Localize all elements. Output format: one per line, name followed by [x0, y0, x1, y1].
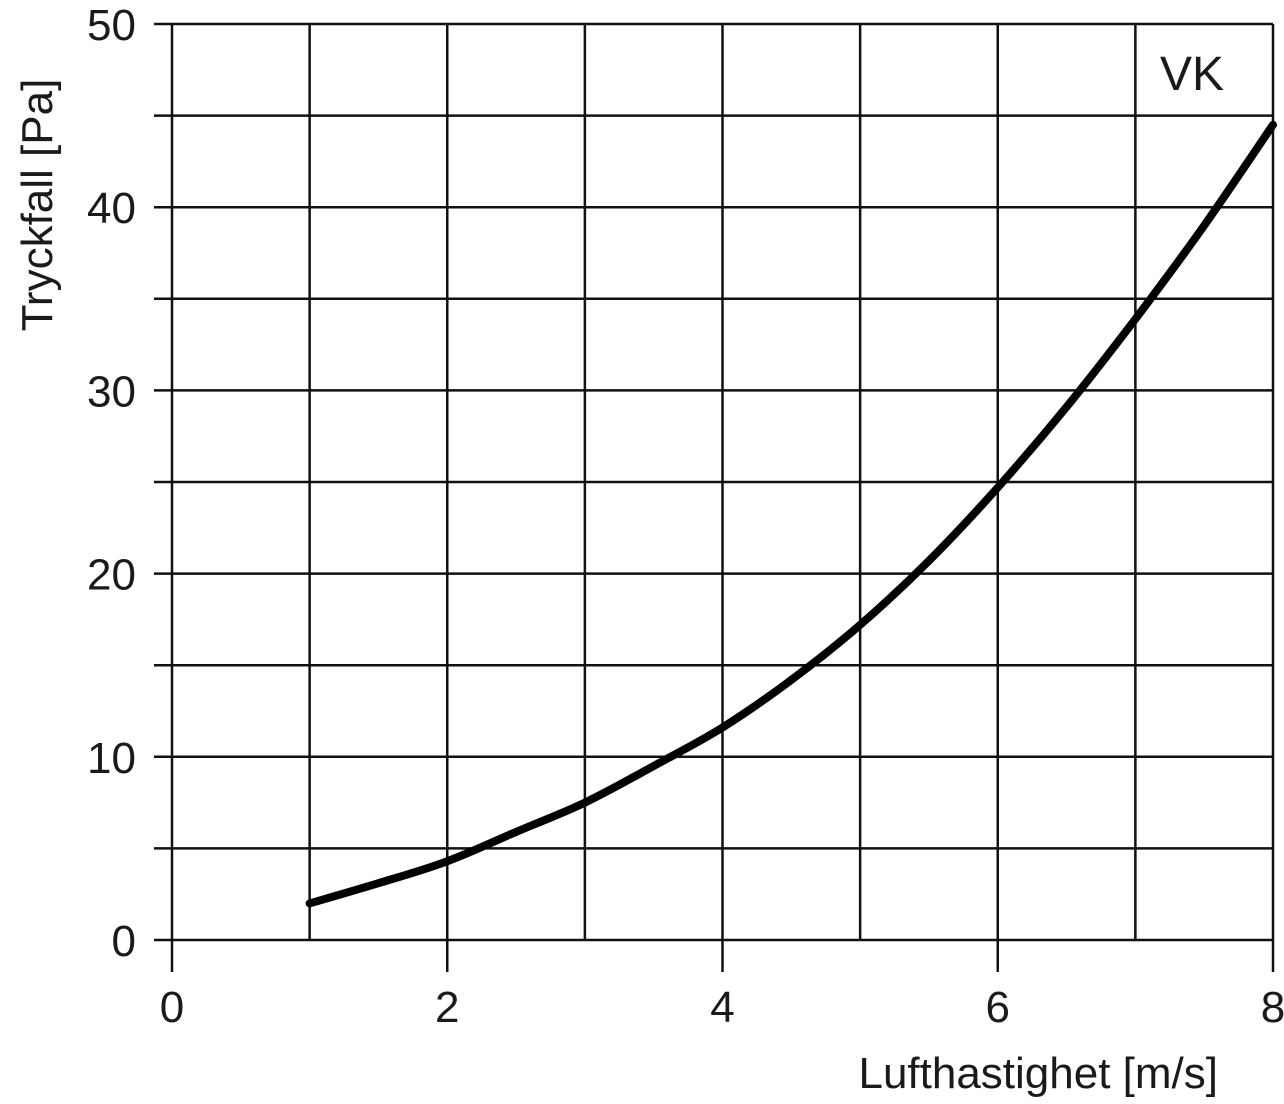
grid: [154, 22, 1275, 942]
y-tick-label: 10: [87, 734, 136, 783]
y-axis-title: Tryckfall [Pa]: [13, 79, 62, 332]
x-tick-label: 4: [710, 983, 734, 1032]
x-tick-label: 8: [1261, 983, 1284, 1032]
y-tick-label: 50: [87, 1, 136, 50]
x-axis-title: Lufthastighet [m/s]: [858, 1049, 1218, 1098]
y-tick-label: 20: [87, 551, 136, 600]
series-group: [305, 120, 1277, 908]
axes: [170, 940, 1275, 972]
y-tick-label: 40: [87, 184, 136, 233]
series-line: [305, 120, 1277, 908]
x-tick-label: 6: [986, 983, 1010, 1032]
y-tick-label: 30: [87, 367, 136, 416]
x-tick-label: 0: [160, 983, 184, 1032]
y-tick-label: 0: [112, 917, 136, 966]
tick-labels: 0 2 4 6 8 0 10 20 30 40 50: [87, 1, 1284, 1032]
series-annotation: VK: [1160, 48, 1224, 101]
x-tick-label: 2: [435, 983, 459, 1032]
